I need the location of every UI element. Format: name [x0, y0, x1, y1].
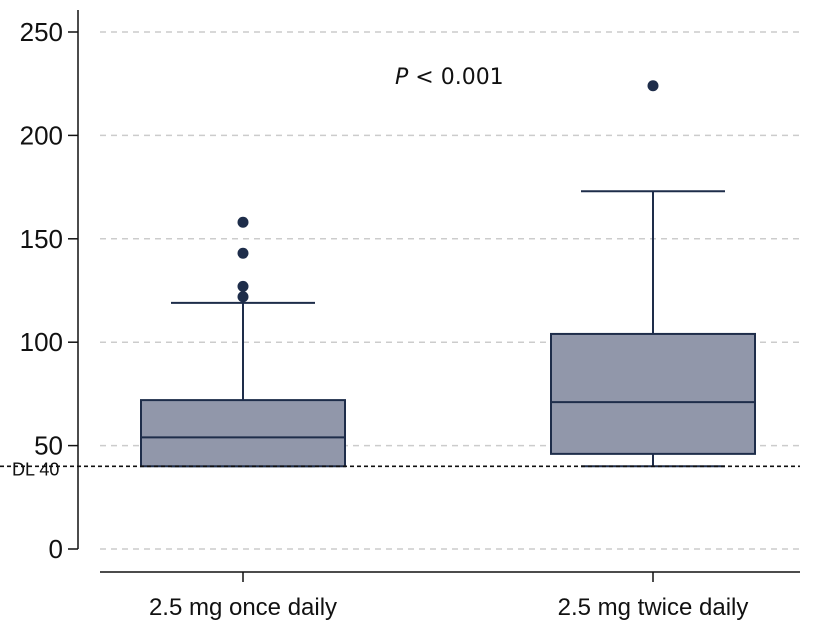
outlier-point [237, 280, 249, 292]
x-tick-label: 2.5 mg once daily [149, 594, 337, 621]
y-tick-label: 50 [34, 431, 63, 461]
axes: 0 50 100 150 200 250 2.5 mg once daily 2.5 mg t… [20, 10, 800, 621]
y-tick-label: 250 [20, 17, 63, 47]
x-tick-label: 2.5 mg twice daily [558, 594, 749, 621]
iqr-box [550, 332, 756, 455]
y-tick-label: 100 [20, 327, 63, 357]
grid-lines [100, 31, 800, 550]
boxes [140, 80, 756, 468]
outlier-point [237, 247, 249, 259]
reference-line-label: DL 40 [12, 459, 59, 479]
y-tick-label: 0 [49, 534, 63, 564]
box-group [140, 216, 346, 468]
reference-line-group: DL 40 [0, 459, 800, 479]
iqr-box [140, 399, 346, 468]
p-value-italic: P [395, 65, 409, 90]
outlier-point [647, 80, 659, 92]
y-tick-label: 200 [20, 120, 63, 150]
outlier-point [237, 216, 249, 228]
box-group [550, 80, 756, 468]
y-tick-label: 150 [20, 224, 63, 254]
outlier-point [237, 291, 249, 303]
p-value-annotation: P < 0.001 [395, 65, 504, 90]
p-value-rest: < 0.001 [408, 65, 503, 90]
